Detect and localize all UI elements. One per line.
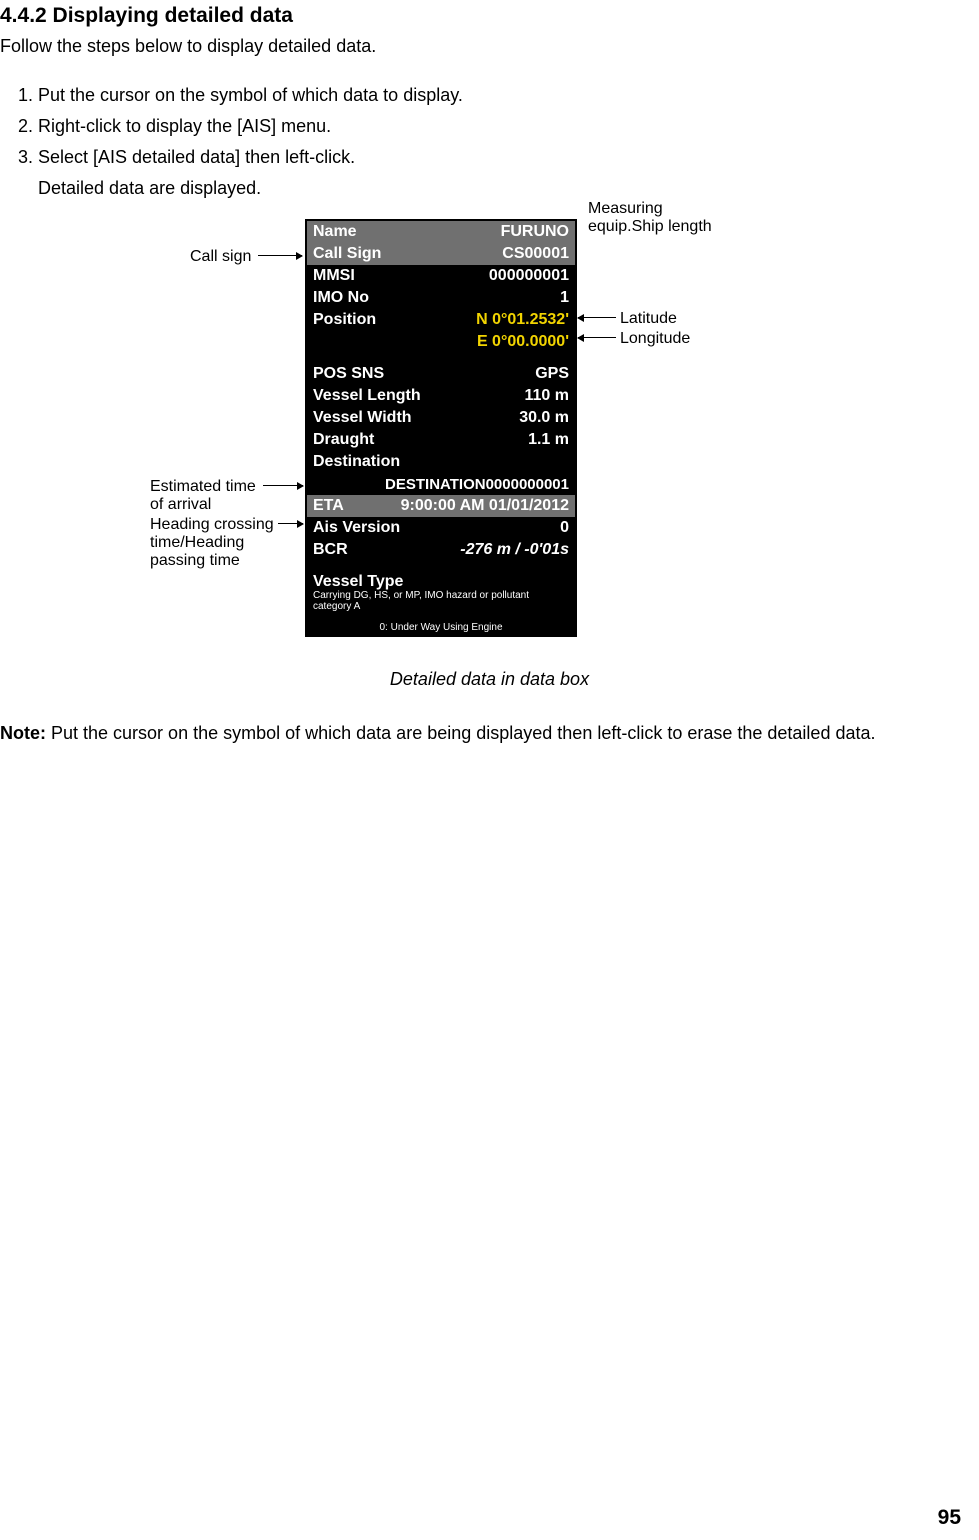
note-body: Put the cursor on the symbol of which da… bbox=[46, 723, 876, 743]
note-text: Note: Put the cursor on the symbol of wh… bbox=[0, 723, 979, 744]
row-length: Vessel Length 110 m bbox=[307, 385, 575, 407]
value-eta: 9:00:00 AM 01/01/2012 bbox=[401, 497, 569, 515]
value-bcr: -276 m / -0'01s bbox=[460, 541, 569, 559]
label-width: Vessel Width bbox=[313, 409, 412, 427]
row-destination-value: DESTINATION0000000001 bbox=[307, 473, 575, 495]
row-draught: Draught 1.1 m bbox=[307, 429, 575, 451]
value-longitude: E 0°00.0000' bbox=[477, 333, 569, 351]
ais-detail-databox: Name FURUNO Call Sign CS00001 MMSI 00000… bbox=[305, 219, 577, 637]
label-destination: Destination bbox=[313, 453, 400, 471]
value-imo: 1 bbox=[560, 289, 569, 307]
label-mmsi: MMSI bbox=[313, 267, 355, 285]
row-status: 0: Under Way Using Engine bbox=[307, 619, 575, 635]
note-bold: Note: bbox=[0, 723, 46, 743]
value-name: FURUNO bbox=[501, 223, 569, 241]
label-name: Name bbox=[313, 223, 357, 241]
row-name: Name FURUNO bbox=[307, 221, 575, 243]
step-2: Right-click to display the [AIS] menu. bbox=[38, 116, 979, 137]
callout-call-sign: Call sign bbox=[190, 247, 251, 267]
page-number: 95 bbox=[938, 1506, 961, 1530]
value-mmsi: 000000001 bbox=[489, 267, 569, 285]
label-draught: Draught bbox=[313, 431, 374, 449]
steps-list: Put the cursor on the symbol of which da… bbox=[0, 85, 979, 168]
row-position-lon: E 0°00.0000' bbox=[307, 331, 575, 353]
callout-bcr-line2: time/Heading bbox=[150, 533, 244, 553]
label-eta: ETA bbox=[313, 497, 344, 515]
arrow-latitude bbox=[578, 317, 616, 318]
callout-eta-line2: of arrival bbox=[150, 495, 211, 515]
callout-measuring-line1: Measuring bbox=[588, 199, 663, 219]
spacer-2 bbox=[307, 561, 575, 571]
label-possns: POS SNS bbox=[313, 365, 384, 383]
value-latitude: N 0°01.2532' bbox=[476, 311, 569, 329]
intro-text: Follow the steps below to display detail… bbox=[0, 36, 979, 57]
row-possns: POS SNS GPS bbox=[307, 363, 575, 385]
arrow-bcr bbox=[278, 523, 303, 524]
spacer-1 bbox=[307, 353, 575, 363]
label-imo: IMO No bbox=[313, 289, 369, 307]
steps-subtext: Detailed data are displayed. bbox=[38, 178, 979, 199]
row-imo: IMO No 1 bbox=[307, 287, 575, 309]
callout-bcr-line3: passing time bbox=[150, 551, 240, 571]
arrow-eta bbox=[263, 485, 303, 486]
figure-caption: Detailed data in data box bbox=[0, 669, 979, 690]
callout-latitude: Latitude bbox=[620, 309, 677, 329]
step-1: Put the cursor on the symbol of which da… bbox=[38, 85, 979, 106]
label-aisversion: Ais Version bbox=[313, 519, 400, 537]
value-width: 30.0 m bbox=[519, 409, 569, 427]
row-bcr: BCR -276 m / -0'01s bbox=[307, 539, 575, 561]
value-callsign: CS00001 bbox=[502, 245, 569, 263]
value-status: 0: Under Way Using Engine bbox=[379, 622, 502, 633]
arrow-longitude bbox=[578, 337, 616, 338]
label-vesseltype: Vessel Type bbox=[313, 573, 403, 591]
callout-measuring-line2: equip.Ship length bbox=[588, 217, 712, 237]
callout-eta-line1: Estimated time bbox=[150, 477, 256, 497]
callout-bcr-line1: Heading crossing bbox=[150, 515, 274, 535]
value-possns: GPS bbox=[535, 365, 569, 383]
label-length: Vessel Length bbox=[313, 387, 421, 405]
value-aisversion: 0 bbox=[560, 519, 569, 537]
value-destination: DESTINATION0000000001 bbox=[385, 476, 569, 493]
callout-longitude: Longitude bbox=[620, 329, 690, 349]
value-length: 110 m bbox=[525, 387, 569, 405]
row-callsign: Call Sign CS00001 bbox=[307, 243, 575, 265]
row-destination-label: Destination bbox=[307, 451, 575, 473]
row-vesseltype-value: Carrying DG, HS, or MP, IMO hazard or po… bbox=[307, 593, 575, 609]
label-position: Position bbox=[313, 311, 376, 329]
label-bcr: BCR bbox=[313, 541, 348, 559]
value-vesseltype: Carrying DG, HS, or MP, IMO hazard or po… bbox=[313, 590, 569, 612]
row-position-lat: Position N 0°01.2532' bbox=[307, 309, 575, 331]
section-heading: 4.4.2 Displaying detailed data bbox=[0, 4, 979, 28]
step-3: Select [AIS detailed data] then left-cli… bbox=[38, 147, 979, 168]
value-draught: 1.1 m bbox=[528, 431, 569, 449]
figure-area: Call sign Estimated time of arrival Head… bbox=[0, 199, 979, 709]
row-eta: ETA 9:00:00 AM 01/01/2012 bbox=[307, 495, 575, 517]
row-mmsi: MMSI 000000001 bbox=[307, 265, 575, 287]
row-aisversion: Ais Version 0 bbox=[307, 517, 575, 539]
row-width: Vessel Width 30.0 m bbox=[307, 407, 575, 429]
label-callsign: Call Sign bbox=[313, 245, 381, 263]
arrow-call-sign bbox=[258, 255, 302, 256]
